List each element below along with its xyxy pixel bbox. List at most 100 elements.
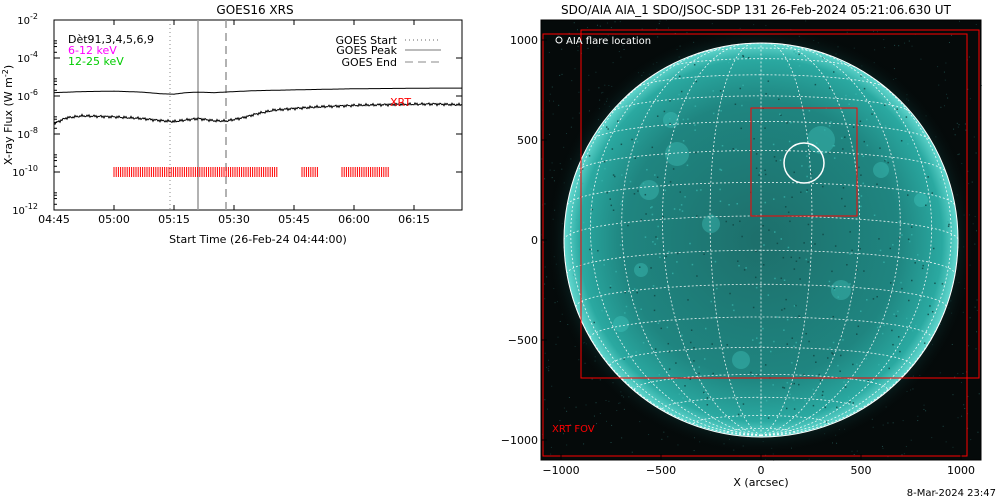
noise-speck (583, 443, 585, 445)
disk-texture (755, 167, 758, 170)
disk-texture (798, 315, 800, 317)
noise-speck (631, 451, 633, 453)
disk-texture (807, 261, 809, 263)
disk-texture (892, 244, 894, 246)
disk-texture (901, 234, 903, 236)
disk-texture (910, 226, 913, 228)
noise-speck (591, 378, 593, 380)
disk-texture (907, 238, 910, 241)
disk-texture (900, 281, 902, 284)
disk-texture (770, 350, 772, 353)
disk-texture (828, 125, 831, 127)
disk-texture (776, 316, 779, 318)
disk-texture (878, 238, 880, 240)
disk-texture (798, 383, 800, 386)
noise-speck (925, 410, 927, 412)
footer-date: 8-Mar-2024 23:47 (907, 488, 996, 499)
disk-texture (844, 205, 846, 208)
disk-texture (605, 126, 608, 128)
disk-texture (764, 173, 767, 176)
noise-speck (884, 47, 886, 49)
disk-texture (840, 354, 842, 357)
disk-texture (629, 180, 632, 183)
disk-texture (638, 266, 641, 268)
disk-texture (832, 145, 835, 147)
disk-texture (582, 221, 585, 224)
noise-speck (570, 126, 572, 128)
disk-texture (662, 215, 664, 218)
disk-texture (860, 310, 862, 313)
noise-speck (561, 73, 563, 75)
disk-texture (795, 341, 797, 344)
noise-speck (610, 27, 612, 29)
disk-texture (808, 340, 810, 343)
disk-texture (821, 394, 824, 397)
y-tick-exponent: -10 (25, 164, 38, 173)
bright-patch (613, 316, 629, 332)
disk-texture (676, 261, 678, 263)
goes-ylabel: X-ray Flux (W m-2) (1, 65, 15, 165)
noise-speck (599, 25, 601, 27)
noise-speck (563, 433, 565, 435)
noise-speck (541, 234, 543, 236)
disk-texture (652, 285, 655, 287)
disk-texture (905, 317, 908, 320)
noise-speck (971, 181, 973, 183)
disk-texture (678, 393, 681, 395)
disk-texture (736, 202, 738, 205)
disk-texture (806, 175, 808, 178)
y-tick-label: 10-10 (12, 164, 38, 179)
disk-texture (939, 178, 942, 181)
disk-texture (764, 169, 766, 172)
disk-texture (841, 71, 844, 73)
aia-x-tick-label: 0 (758, 464, 765, 477)
noise-speck (874, 49, 876, 51)
y-tick-base: 10 (12, 168, 25, 179)
disk-texture (798, 257, 801, 259)
disk-texture (581, 168, 584, 170)
disk-texture (795, 304, 797, 307)
goes-event-markers (169, 20, 227, 210)
y-tick-exponent: -2 (30, 12, 38, 21)
disk-texture (844, 136, 846, 138)
solar-limb (563, 42, 959, 438)
noise-speck (548, 370, 550, 372)
noise-speck (677, 444, 679, 446)
disk-texture (619, 244, 622, 246)
noise-speck (571, 80, 573, 82)
disk-texture (922, 326, 924, 328)
disk-texture (667, 342, 670, 345)
noise-speck (887, 456, 889, 458)
disk-texture (743, 269, 746, 271)
disk-texture (828, 87, 831, 89)
y-tick-base: 10 (17, 130, 30, 141)
disk-texture (837, 364, 839, 367)
noise-speck (585, 404, 587, 406)
disk-texture (646, 168, 648, 171)
disk-texture (862, 182, 865, 185)
noise-speck (967, 427, 969, 429)
disk-texture (867, 379, 870, 382)
noise-speck (953, 128, 955, 130)
noise-speck (622, 45, 624, 47)
noise-speck (548, 52, 550, 54)
noise-speck (588, 74, 590, 76)
goes-ylabel-close: ) (2, 65, 15, 69)
goes-ylabel-sup: -2 (1, 69, 10, 77)
disk-texture (779, 113, 781, 116)
noise-speck (563, 407, 565, 409)
disk-texture (833, 287, 836, 290)
disk-texture (822, 185, 824, 188)
disk-texture (684, 196, 686, 198)
disk-texture (927, 176, 929, 178)
disk-texture (832, 353, 834, 355)
x-tick-label: 04:45 (38, 213, 70, 226)
disk-texture (795, 260, 798, 263)
aia-xlabel: X (arcsec) (733, 476, 788, 489)
disk-texture (941, 283, 944, 285)
disk-texture (856, 269, 858, 271)
disk-texture (751, 339, 754, 341)
disk-texture (582, 182, 584, 185)
bright-patch (702, 215, 720, 233)
disk-texture (640, 308, 642, 311)
